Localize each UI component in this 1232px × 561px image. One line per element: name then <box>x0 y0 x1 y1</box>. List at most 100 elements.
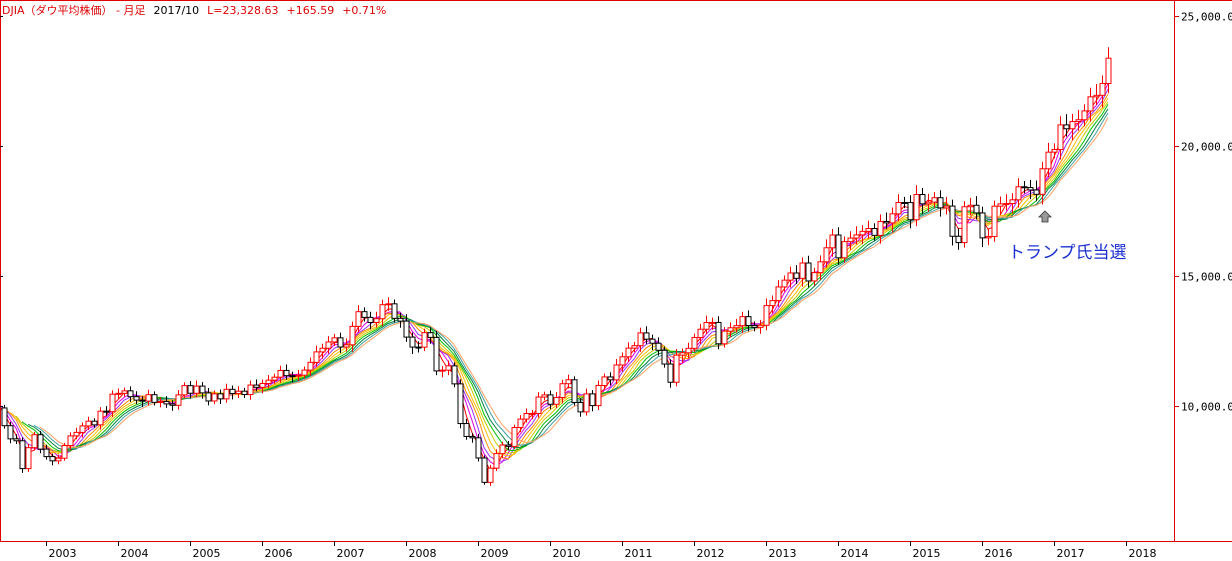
candle-body <box>619 356 626 366</box>
last-price: L=23,328.63 <box>207 4 279 17</box>
candle-body <box>1039 168 1046 195</box>
candle-body <box>415 346 422 349</box>
candle-body <box>265 379 272 385</box>
candle-body <box>421 332 428 348</box>
candle-body <box>307 361 314 371</box>
candle-body <box>181 385 188 396</box>
candle-body <box>943 205 950 209</box>
x-tick-label: 2012 <box>697 547 725 560</box>
candle-body <box>61 445 68 459</box>
candle-body <box>1105 57 1112 84</box>
candle-body <box>331 337 338 343</box>
candle-body <box>703 321 710 330</box>
candle-body <box>367 316 374 323</box>
x-tick-label: 2006 <box>265 547 293 560</box>
x-tick-label: 2017 <box>1057 547 1085 560</box>
candle-body <box>223 388 230 400</box>
x-tick-label: 2013 <box>769 547 797 560</box>
candle-body <box>349 325 356 346</box>
candle-body <box>679 352 686 356</box>
candle-body <box>829 234 836 249</box>
y-tick-label: 25,000.00 <box>1181 11 1232 24</box>
candle-body <box>793 272 800 279</box>
candle-body <box>841 241 848 259</box>
candle-body <box>397 317 404 322</box>
candle-body <box>661 349 668 365</box>
candle-body <box>1069 121 1076 130</box>
x-tick-label: 2018 <box>1129 547 1157 560</box>
candle-body <box>253 384 260 388</box>
candle-body <box>709 321 716 324</box>
candle-body <box>403 320 410 338</box>
candle-body <box>727 327 734 332</box>
annotation-label: トランプ氏当選 <box>1008 243 1127 263</box>
candle-body <box>385 303 392 306</box>
candle-body <box>475 437 482 459</box>
candle-body <box>595 385 602 407</box>
candle-body <box>361 311 368 318</box>
candle-body <box>19 440 26 470</box>
candle-body <box>433 336 440 372</box>
candle-body <box>1081 110 1088 121</box>
candle-body <box>751 325 758 328</box>
candle-body <box>493 453 500 469</box>
candle-body <box>409 336 416 348</box>
candle-body <box>565 379 572 385</box>
candle-body <box>169 403 176 406</box>
candle-body <box>577 401 584 413</box>
candle-body <box>85 420 92 427</box>
candle-body <box>439 369 446 372</box>
candle-body <box>649 338 656 344</box>
candle-body <box>589 393 596 407</box>
candle-body <box>7 425 14 440</box>
candle-body <box>259 383 266 388</box>
x-tick-label: 2007 <box>337 547 365 560</box>
candle-body <box>235 390 242 394</box>
candle-body <box>787 272 794 281</box>
candle-body <box>805 262 812 282</box>
candle-body <box>889 213 896 224</box>
candle-body <box>877 220 884 236</box>
candle-body <box>769 300 776 307</box>
chart-header: DJIA（ダウ平均株価） - 月足 2017/10 L=23,328.63 +165.… <box>2 2 394 18</box>
candle-body <box>73 431 80 437</box>
candle-body <box>583 393 590 413</box>
candle-body <box>517 418 524 429</box>
moving-average-line <box>21 104 1109 452</box>
candle-body <box>175 394 182 406</box>
x-tick-label: 2011 <box>625 547 653 560</box>
x-tick-label: 2010 <box>553 547 581 560</box>
candle-body <box>745 316 752 327</box>
candle-body <box>379 304 386 320</box>
candle-body <box>1093 94 1100 98</box>
candle-body <box>823 247 830 263</box>
candle-body <box>343 344 350 348</box>
candle-body <box>853 234 860 239</box>
candle-body <box>955 235 962 244</box>
candle-body <box>607 376 614 381</box>
moving-average-line <box>27 108 1109 451</box>
candle-body <box>97 410 104 426</box>
x-tick-label: 2005 <box>193 547 221 560</box>
candle-body <box>571 379 578 403</box>
candle-body <box>811 272 818 282</box>
candle-body <box>685 347 692 354</box>
candle-body <box>1027 187 1034 191</box>
candle-body <box>601 376 608 387</box>
candle-body <box>163 400 170 405</box>
candle-body <box>79 425 86 433</box>
candle-body <box>31 434 38 449</box>
candle-body <box>559 383 566 399</box>
candle-body <box>193 385 200 394</box>
candle-body <box>133 396 140 401</box>
candle-body <box>979 212 986 239</box>
candle-body <box>1045 151 1052 170</box>
candle-body <box>145 394 152 402</box>
candle-body <box>961 206 968 244</box>
candle-body <box>481 457 488 483</box>
x-tick-label: 2016 <box>985 547 1013 560</box>
candle-body <box>967 204 974 208</box>
candle-body <box>49 456 56 462</box>
candle-body <box>37 434 44 450</box>
candle-body <box>151 394 158 403</box>
